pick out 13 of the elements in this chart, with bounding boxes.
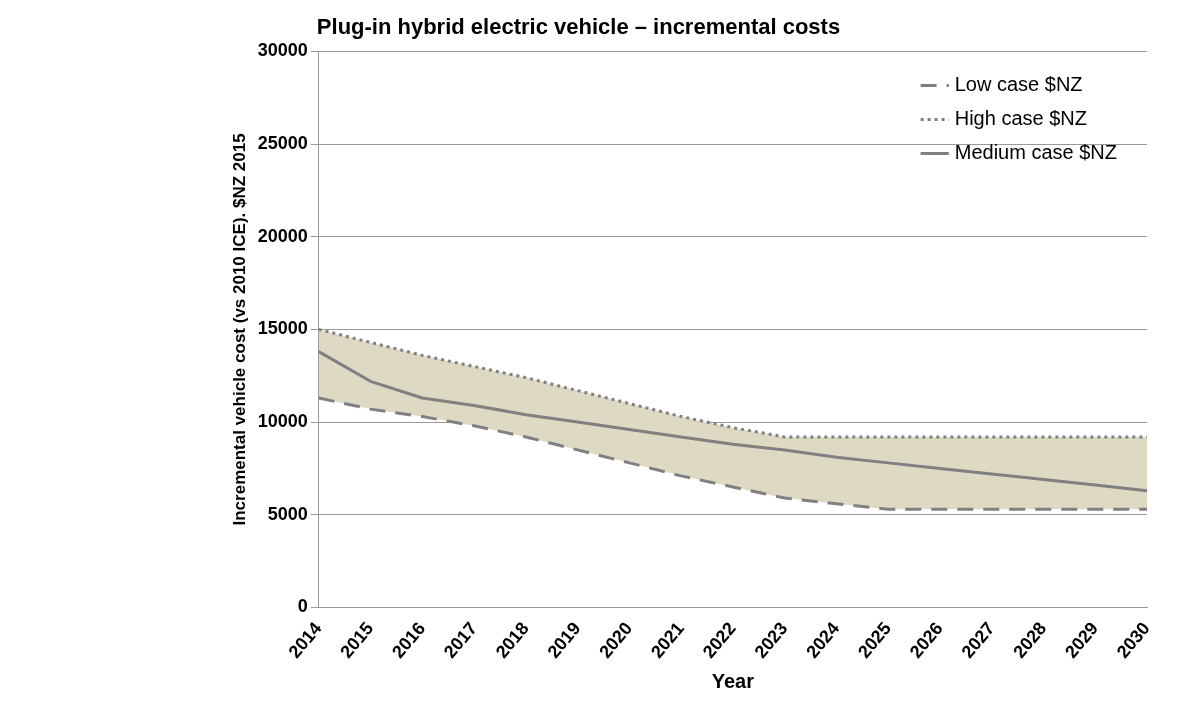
legend-label: Medium case $NZ — [954, 140, 1118, 163]
y-tick-label: 10000 — [257, 411, 308, 432]
y-tick-label: 30000 — [257, 40, 308, 61]
y-tick-label: 0 — [297, 596, 308, 617]
legend-label: Low case $NZ — [954, 72, 1083, 95]
y-tick-label: 20000 — [257, 225, 308, 246]
legend-label: High case $NZ — [954, 106, 1088, 129]
y-axis-title: Incremental vehicle cost (vs 2010 ICE). $NZ 2015 — [230, 133, 250, 526]
y-tick-label: 15000 — [257, 318, 308, 339]
y-tick-label: 5000 — [267, 503, 308, 524]
y-tick-label: 25000 — [257, 133, 308, 154]
chart-title: Plug-in hybrid electric vehicle – incremental costs — [316, 14, 841, 40]
x-axis-title: Year — [711, 669, 755, 692]
